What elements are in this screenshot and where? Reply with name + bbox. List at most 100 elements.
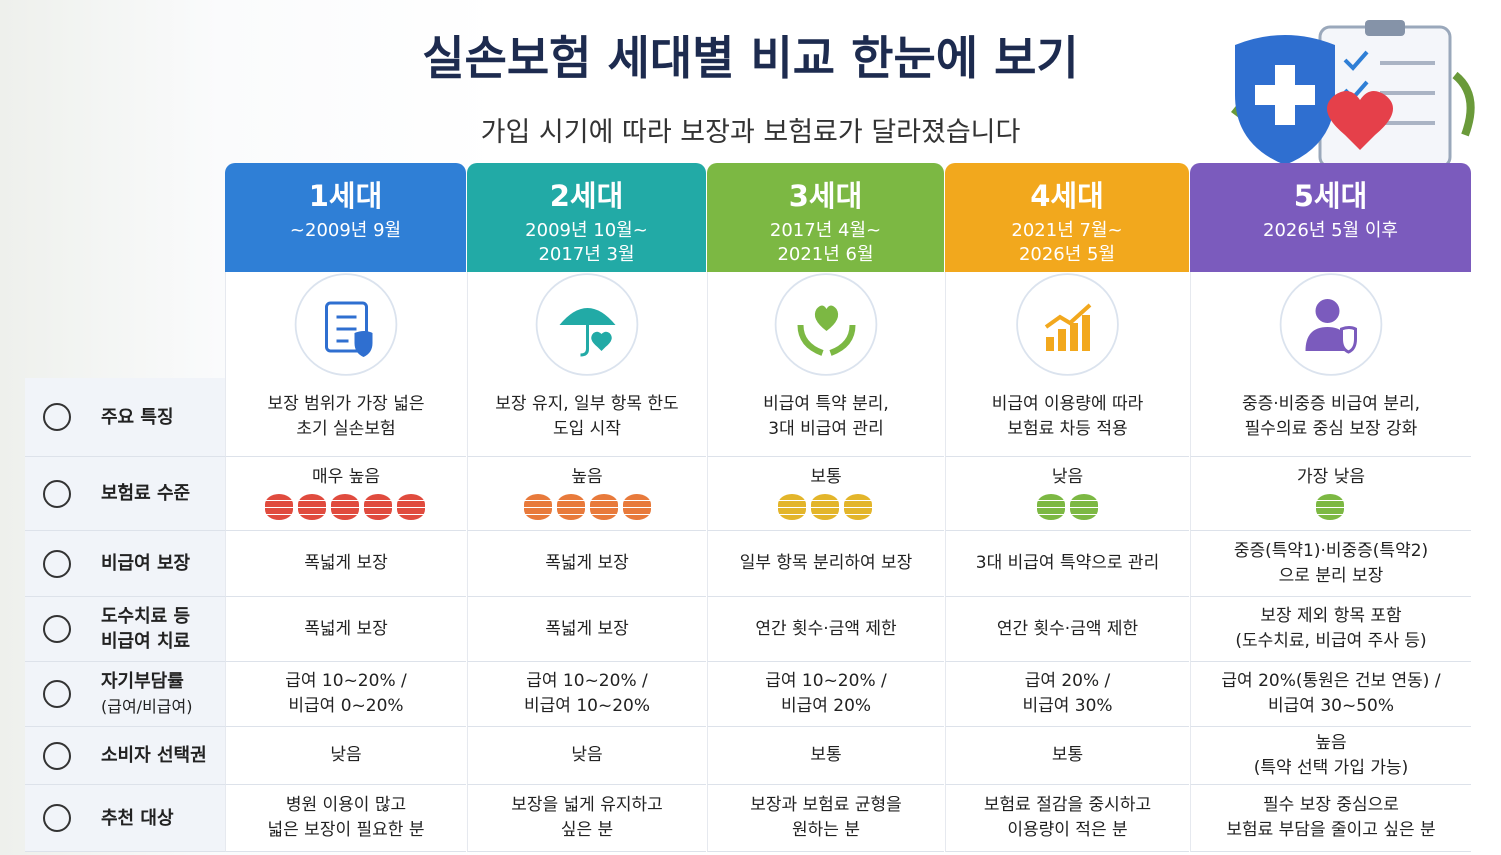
generation-header: 5세대 2026년 5월 이후: [1190, 163, 1471, 272]
icon: [1279, 273, 1383, 376]
cell: 비급여 특약 분리, 3대 비급여 관리: [707, 378, 944, 457]
coin: [265, 494, 293, 520]
coin: [1070, 494, 1098, 520]
icon: [1016, 273, 1119, 376]
cell: 높음 (특약 선택 가입 가능): [1190, 727, 1471, 785]
cell: 보장 제외 항목 포함 (도수치료, 비급여 주사 등): [1190, 597, 1471, 662]
coin: [557, 494, 585, 520]
row-icon: [43, 741, 71, 770]
cell: 폭넓게 보장: [225, 531, 466, 597]
coin: [590, 494, 618, 520]
row-label-text: 비급여 보장: [101, 551, 190, 576]
coin: [397, 494, 425, 520]
cell: 폭넓게 보장: [467, 531, 706, 597]
coin: [364, 494, 392, 520]
row-label-main: 도수치료 등 비급여 치료: [101, 606, 191, 652]
cell: 연간 횟수·금액 제한: [945, 597, 1189, 662]
icon-cell: [945, 272, 1189, 378]
coin: [298, 494, 326, 520]
cell: 보장 범위가 가장 넓은 초기 실손보험: [225, 378, 466, 457]
row-icon: [43, 615, 71, 643]
row-label: 추천 대상: [25, 785, 225, 852]
icon-cell: [225, 272, 466, 378]
row-label: 주요 특징: [25, 378, 225, 457]
generation-header: 2세대 2009년 10월~ 2017년 3월: [467, 163, 706, 272]
icon-cell: [467, 272, 706, 378]
generation-header: 1세대 ~2009년 9월: [225, 163, 466, 272]
coin: [623, 494, 651, 520]
cell: 높음: [467, 457, 706, 531]
cell: 비급여 이용량에 따라 보험료 차등 적용: [945, 378, 1189, 457]
cell: 보험료 절감을 중시하고 이용량이 적은 분: [945, 785, 1189, 852]
generation-period: 2009년 10월~ 2017년 3월: [525, 220, 648, 265]
row-label-main: 자기부담률: [101, 671, 184, 692]
icon-cell: [707, 272, 944, 378]
cell: 일부 항목 분리하여 보장: [707, 531, 944, 597]
row-sublabel: (급여/비급여): [101, 697, 193, 716]
coin: [524, 494, 552, 520]
generation-period: 2021년 7월~ 2026년 5월: [1011, 220, 1123, 265]
row-label: 자기부담률 (급여/비급여): [25, 662, 225, 727]
row-label-text: 자기부담률 (급여/비급여): [101, 669, 192, 719]
row-label-main: 보험료 수준: [101, 483, 191, 504]
row-label-main: 주요 특징: [101, 406, 174, 428]
generation-name: 1세대: [308, 179, 383, 213]
cell: 연간 횟수·금액 제한: [707, 597, 944, 662]
row-label-text: 소비자 선택권: [101, 743, 207, 768]
cell: 낮음: [467, 727, 706, 785]
row-label: 도수치료 등 비급여 치료: [25, 597, 225, 662]
generation-name: 4세대: [1030, 179, 1104, 213]
row-icon: [43, 403, 71, 431]
row-icon: [43, 680, 71, 708]
row-label: 보험료 수준: [25, 457, 225, 531]
decoration: [1231, 20, 1475, 169]
cell: 폭넓게 보장: [467, 597, 706, 662]
generation-header: 3세대 2017년 4월~ 2021년 6월: [707, 163, 944, 272]
generation-period: 2026년 5월 이후: [1263, 220, 1398, 241]
cell: 중증(특약1)·비중증(특약2) 으로 분리 보장: [1190, 531, 1471, 597]
row-label-text: 보험료 수준: [101, 481, 190, 506]
cell: 보장을 넓게 유지하고 싶은 분: [467, 785, 706, 852]
icon: [774, 273, 878, 376]
row-label-main: 추천 대상: [101, 807, 174, 829]
cell: 보통: [945, 727, 1189, 785]
cell: 낮음: [945, 457, 1189, 531]
coin: [811, 494, 839, 520]
subtitle: 가입 시기에 따라 보장과 보험료가 달라졌습니다: [480, 117, 1021, 148]
cell: 보통: [707, 727, 944, 785]
generation-name: 5세대: [1293, 179, 1368, 213]
row-icon: [43, 479, 71, 508]
icon: [294, 273, 398, 376]
generation-name: 3세대: [788, 179, 863, 213]
cell: 급여 10~20% / 비급여 10~20%: [467, 662, 706, 727]
cell: 보장과 보험료 균형을 원하는 분: [707, 785, 944, 852]
coin: [844, 494, 872, 520]
cell: 급여 10~20% / 비급여 20%: [707, 662, 944, 727]
cell: 급여 20% / 비급여 30%: [945, 662, 1189, 727]
cell: 병원 이용이 많고 넓은 보장이 필요한 분: [225, 785, 466, 852]
row-label-main: 소비자 선택권: [101, 745, 207, 766]
row-icon: [43, 549, 71, 578]
cell: 중증·비중증 비급여 분리, 필수의료 중심 보장 강화: [1190, 378, 1471, 457]
cell: 폭넓게 보장: [225, 597, 466, 662]
cell: 필수 보장 중심으로 보험료 부담을 줄이고 싶은 분: [1190, 785, 1471, 852]
row-label-text: 도수치료 등 비급여 치료: [101, 604, 190, 654]
cell: 3대 비급여 특약으로 관리: [945, 531, 1189, 597]
generation-header: 4세대 2021년 7월~ 2026년 5월: [945, 163, 1189, 272]
generation-period: 2017년 4월~ 2021년 6월: [769, 220, 882, 265]
coin: [1037, 494, 1065, 520]
row-icon: [43, 804, 71, 832]
row-label-text: 추천 대상: [101, 806, 174, 831]
generation-period: ~2009년 9월: [289, 220, 402, 241]
row-label: 소비자 선택권: [25, 727, 225, 785]
icon-cell: [1190, 272, 1471, 378]
row-label-main: 비급여 보장: [101, 553, 191, 574]
coin: [778, 494, 806, 520]
icon: [535, 273, 639, 376]
coin: [1316, 494, 1344, 520]
cell: 낮음: [225, 727, 466, 785]
cell: 급여 10~20% / 비급여 0~20%: [225, 662, 466, 727]
title: 실손보험 세대별 비교 한눈에 보기: [422, 31, 1079, 85]
coin: [331, 494, 359, 520]
